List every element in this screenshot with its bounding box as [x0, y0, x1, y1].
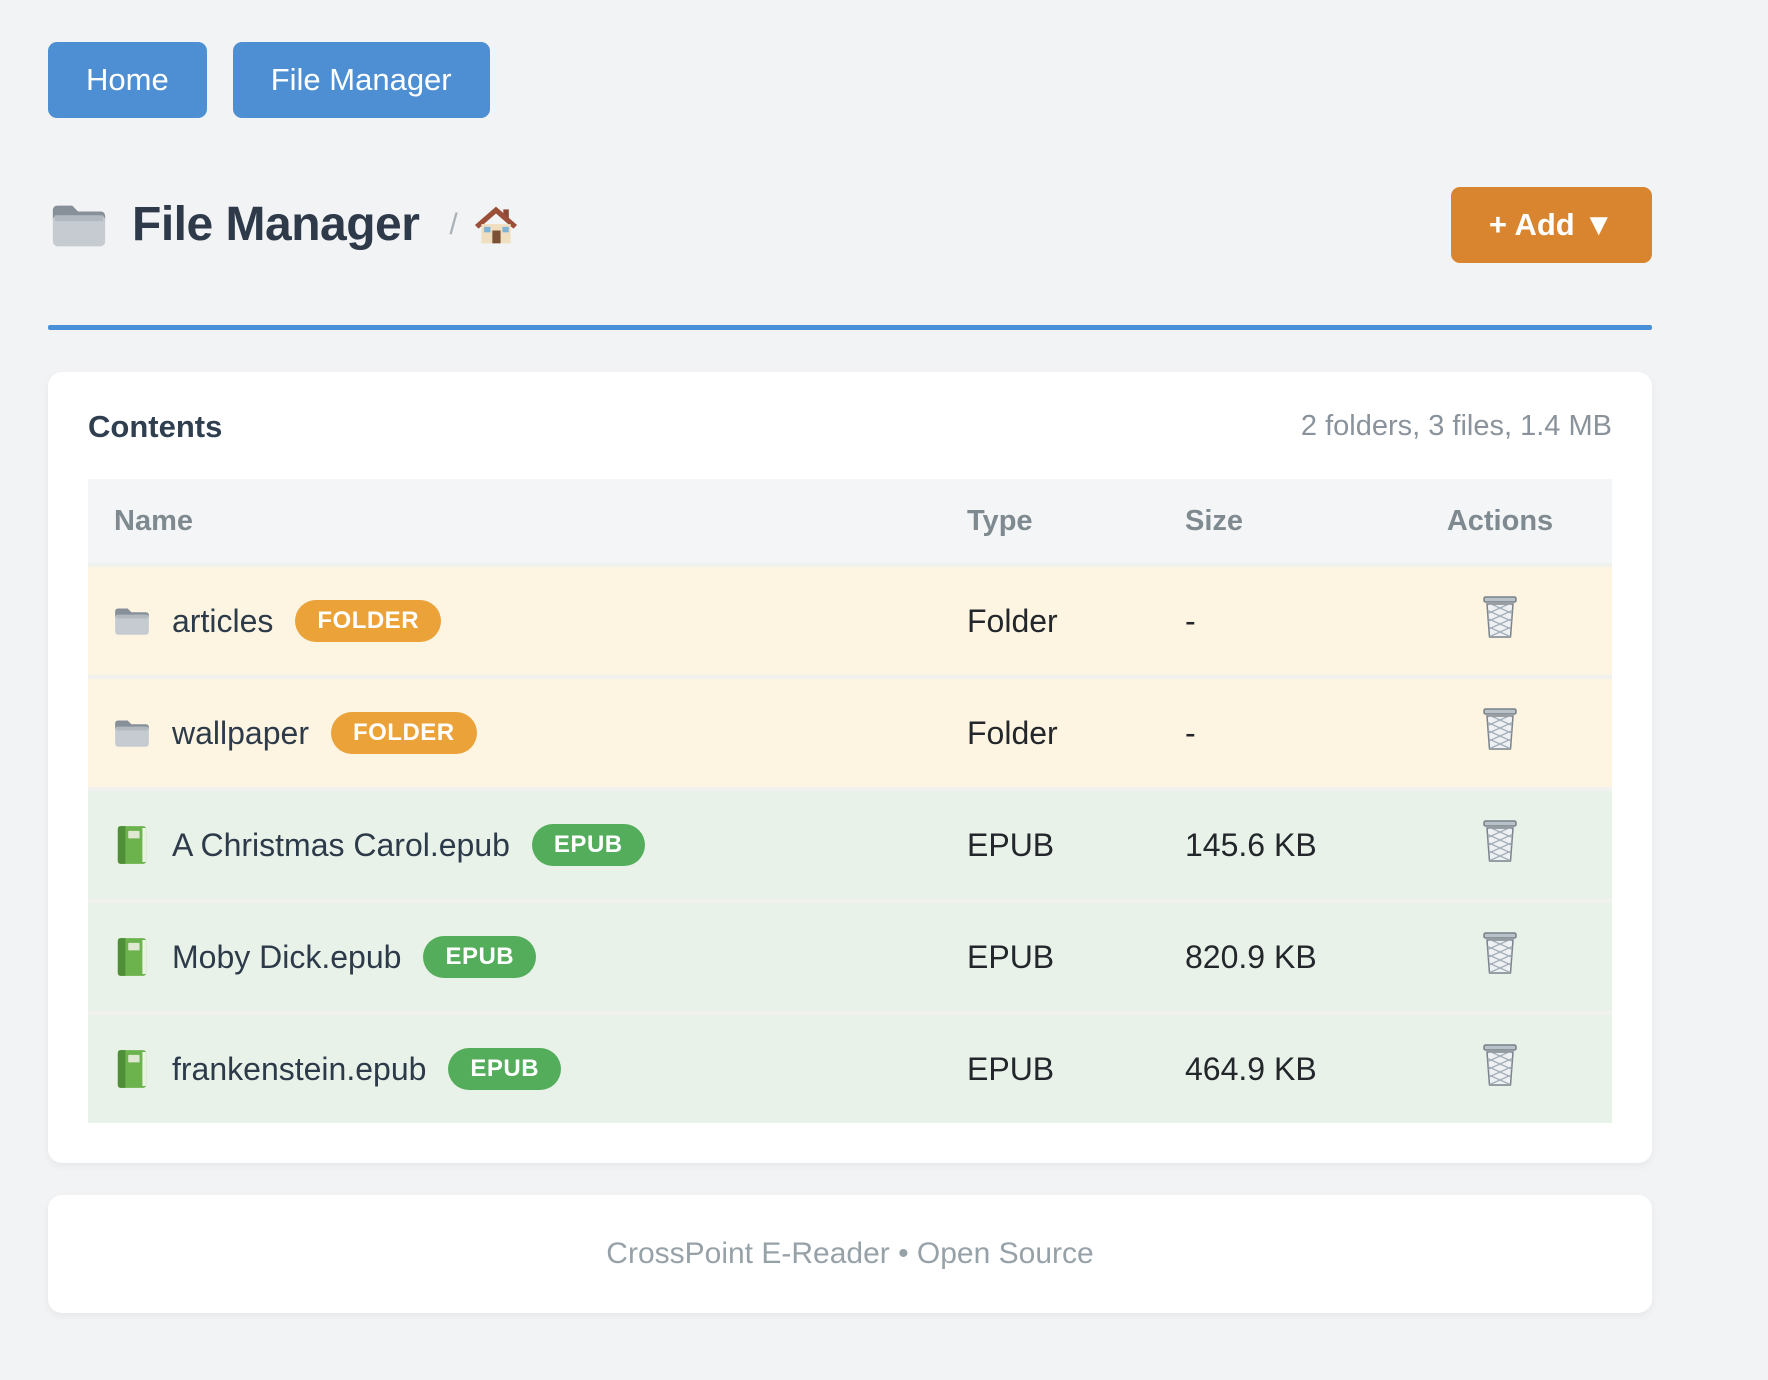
contents-card: Contents 2 folders, 3 files, 1.4 MB Name…: [48, 372, 1652, 1163]
page-header: File Manager / + Add ▼: [48, 185, 1652, 265]
folder-icon: [112, 601, 152, 641]
footer: CrossPoint E-Reader • Open Source: [48, 1195, 1652, 1313]
epub-badge: EPUB: [448, 1048, 562, 1090]
size-cell: 145.6 KB: [1185, 826, 1317, 863]
type-cell: EPUB: [967, 826, 1055, 863]
green-book-icon: [115, 936, 149, 978]
file-name[interactable]: frankenstein.epub: [172, 1050, 427, 1087]
file-manager-page: Home File Manager File Manager / + Add ▼…: [48, 0, 1652, 1313]
size-cell: -: [1185, 602, 1196, 639]
trash-icon: [1481, 818, 1519, 864]
green-book-icon: [115, 824, 149, 866]
trash-icon: [1481, 930, 1519, 976]
table-row-christmas-carol[interactable]: A Christmas Carol.epub EPUB EPUB 145.6 K…: [88, 789, 1612, 901]
folder-badge: FOLDER: [330, 712, 477, 754]
column-header-type: Type: [967, 479, 1185, 565]
delete-button[interactable]: [1481, 818, 1519, 864]
table-row-frankenstein[interactable]: frankenstein.epub EPUB EPUB 464.9 KB: [88, 1013, 1612, 1123]
home-button[interactable]: Home: [48, 42, 207, 118]
home-icon[interactable]: [474, 204, 518, 246]
actions-cell: [1388, 789, 1612, 901]
contents-card-header: Contents 2 folders, 3 files, 1.4 MB: [88, 410, 1612, 443]
column-header-actions: Actions: [1388, 479, 1612, 565]
epub-badge: EPUB: [531, 824, 645, 866]
breadcrumb-separator: /: [449, 208, 458, 241]
delete-button[interactable]: [1481, 1042, 1519, 1088]
contents-heading: Contents: [88, 409, 223, 444]
epub-badge: EPUB: [423, 936, 537, 978]
table-row-moby-dick[interactable]: Moby Dick.epub EPUB EPUB 820.9 KB: [88, 901, 1612, 1013]
size-cell: 820.9 KB: [1185, 938, 1317, 975]
actions-cell: [1388, 677, 1612, 789]
footer-text: CrossPoint E-Reader • Open Source: [606, 1237, 1094, 1270]
column-header-size: Size: [1185, 479, 1388, 565]
contents-summary: 2 folders, 3 files, 1.4 MB: [1300, 410, 1612, 442]
actions-cell: [1388, 565, 1612, 677]
size-cell: 464.9 KB: [1185, 1050, 1317, 1087]
size-cell: -: [1185, 714, 1196, 751]
trash-icon: [1481, 594, 1519, 640]
header-divider: [48, 325, 1652, 330]
delete-button[interactable]: [1481, 930, 1519, 976]
file-manager-button[interactable]: File Manager: [232, 42, 490, 118]
file-table: Name Type Size Actions articles FOLDER: [88, 479, 1612, 1123]
name-cell: Moby Dick.epub EPUB: [88, 901, 967, 1013]
trash-icon: [1481, 1042, 1519, 1088]
actions-cell: [1388, 1013, 1612, 1123]
top-nav: Home File Manager: [48, 42, 1652, 118]
add-button[interactable]: + Add ▼: [1450, 187, 1652, 263]
table-header-row: Name Type Size Actions: [88, 479, 1612, 565]
type-cell: EPUB: [967, 938, 1055, 975]
type-cell: Folder: [967, 714, 1058, 751]
folder-icon: [48, 198, 110, 252]
folder-icon: [112, 713, 152, 753]
delete-button[interactable]: [1481, 594, 1519, 640]
folder-badge: FOLDER: [295, 600, 442, 642]
type-cell: EPUB: [967, 1050, 1055, 1087]
file-name[interactable]: articles: [172, 602, 274, 639]
title-group: File Manager /: [48, 198, 518, 252]
name-cell: articles FOLDER: [88, 565, 967, 677]
table-row-articles[interactable]: articles FOLDER Folder -: [88, 565, 1612, 677]
file-name[interactable]: Moby Dick.epub: [172, 938, 402, 975]
delete-button[interactable]: [1481, 706, 1519, 752]
name-cell: wallpaper FOLDER: [88, 677, 967, 789]
file-name[interactable]: A Christmas Carol.epub: [172, 826, 510, 863]
column-header-name: Name: [88, 479, 967, 565]
file-name[interactable]: wallpaper: [172, 714, 309, 751]
name-cell: A Christmas Carol.epub EPUB: [88, 789, 967, 901]
table-row-wallpaper[interactable]: wallpaper FOLDER Folder -: [88, 677, 1612, 789]
trash-icon: [1481, 706, 1519, 752]
name-cell: frankenstein.epub EPUB: [88, 1013, 967, 1123]
page-title: File Manager: [132, 198, 420, 251]
type-cell: Folder: [967, 602, 1058, 639]
actions-cell: [1388, 901, 1612, 1013]
green-book-icon: [115, 1048, 149, 1090]
